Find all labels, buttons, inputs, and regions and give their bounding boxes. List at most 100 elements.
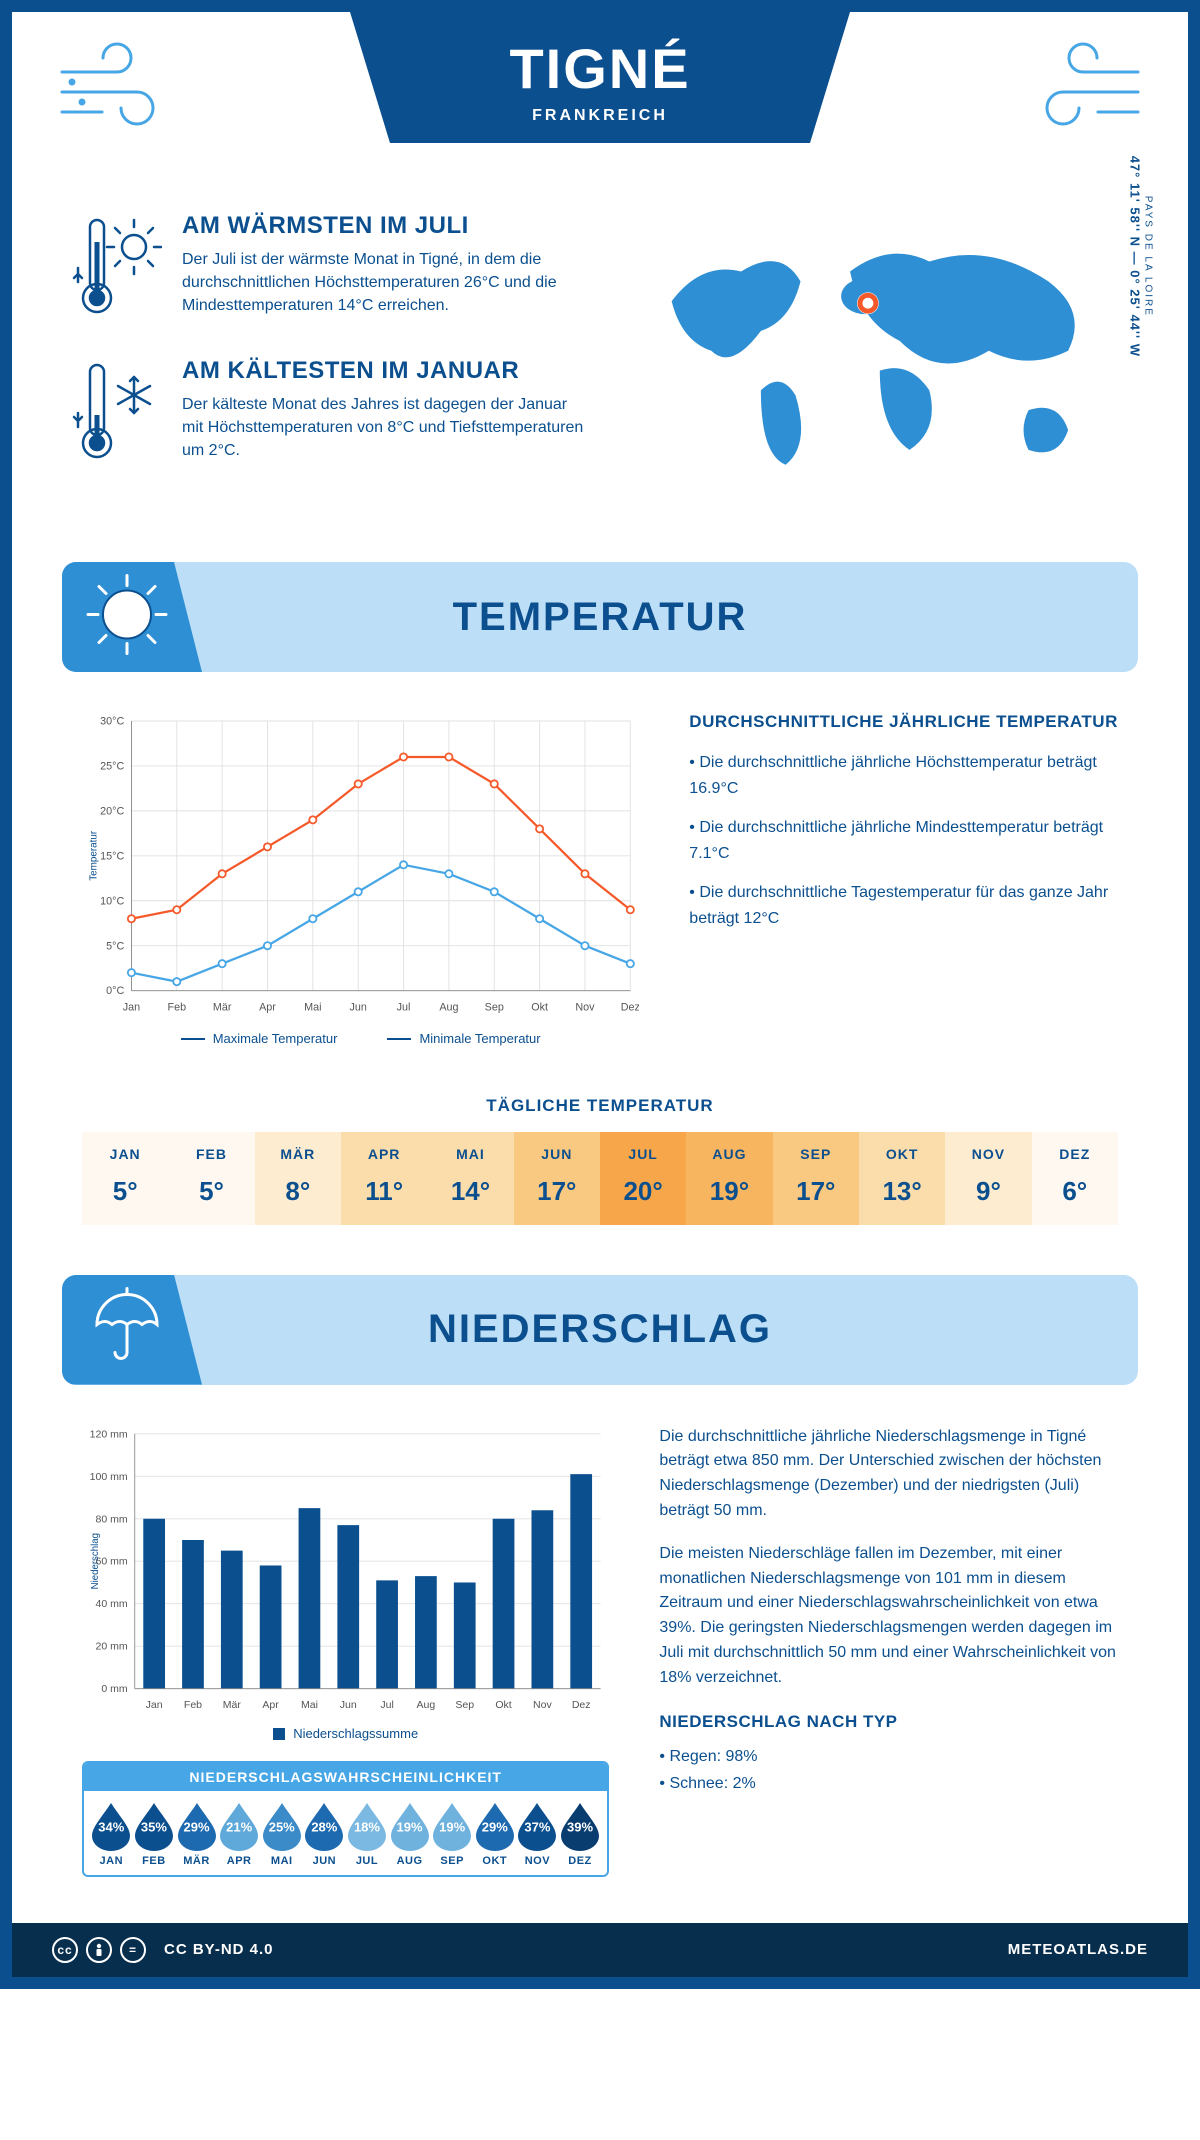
svg-text:Jan: Jan: [146, 1699, 163, 1711]
daily-temp-cell: NOV9°: [945, 1132, 1031, 1225]
temp-legend: Maximale Temperatur Minimale Temperatur: [82, 1031, 639, 1046]
svg-text:15°C: 15°C: [100, 850, 124, 862]
license-badge: cc = CC BY-ND 4.0: [52, 1937, 274, 1963]
prob-cell: 37%NOV: [516, 1801, 559, 1867]
thermometer-sun-icon: [72, 212, 162, 327]
wind-icon: [1028, 42, 1148, 142]
svg-text:Nov: Nov: [575, 1001, 595, 1013]
svg-text:Okt: Okt: [495, 1699, 511, 1711]
daily-temp-strip: JAN5°FEB5°MÄR8°APR11°MAI14°JUN17°JUL20°A…: [82, 1132, 1118, 1225]
daily-temp-cell: JUL20°: [600, 1132, 686, 1225]
svg-text:Jul: Jul: [397, 1001, 411, 1013]
cc-icon: cc: [52, 1937, 78, 1963]
daily-temp-cell: DEZ6°: [1032, 1132, 1118, 1225]
svg-text:Mai: Mai: [301, 1699, 318, 1711]
precip-probability-box: NIEDERSCHLAGSWAHRSCHEINLICHKEIT 34%JAN35…: [82, 1761, 609, 1877]
prob-cell: 19%SEP: [431, 1801, 474, 1867]
svg-text:Sep: Sep: [485, 1001, 504, 1013]
temperature-line-chart: 0°C 5°C 10°C 15°C 20°C 25°C 30°C Jan Feb Mär Apr Ma…: [82, 712, 639, 1046]
svg-text:120 mm: 120 mm: [90, 1428, 128, 1440]
svg-text:20°C: 20°C: [100, 805, 124, 817]
prob-cell: 25%MAI: [260, 1801, 303, 1867]
warmest-title: AM WÄRMSTEN IM JULI: [182, 212, 592, 240]
svg-text:Apr: Apr: [262, 1699, 279, 1711]
precipitation-heading: NIEDERSCHLAG: [428, 1307, 772, 1352]
svg-text:Jul: Jul: [380, 1699, 393, 1711]
by-icon: [86, 1937, 112, 1963]
svg-text:Dez: Dez: [572, 1699, 591, 1711]
svg-text:Jan: Jan: [123, 1001, 140, 1013]
sun-icon: [82, 570, 172, 665]
daily-temp-cell: SEP17°: [773, 1132, 859, 1225]
prob-title: NIEDERSCHLAGSWAHRSCHEINLICHKEIT: [84, 1763, 607, 1791]
svg-text:5°C: 5°C: [106, 940, 124, 952]
daily-temp-title: TÄGLICHE TEMPERATUR: [12, 1096, 1188, 1116]
prob-cell: 39%DEZ: [559, 1801, 602, 1867]
prob-cell: 28%JUN: [303, 1801, 346, 1867]
thermometer-snow-icon: [72, 357, 162, 472]
coldest-fact: AM KÄLTESTEN IM JANUAR Der kälteste Mona…: [72, 357, 592, 472]
temperature-section-header: TEMPERATUR: [62, 562, 1138, 672]
svg-text:Jun: Jun: [340, 1699, 357, 1711]
precipitation-summary: Die durchschnittliche jährliche Niedersc…: [659, 1425, 1118, 1877]
svg-text:Apr: Apr: [259, 1001, 276, 1013]
temperature-heading: TEMPERATUR: [453, 595, 748, 640]
intro-section: AM WÄRMSTEN IM JULI Der Juli ist der wär…: [12, 212, 1188, 542]
svg-text:40 mm: 40 mm: [96, 1598, 128, 1610]
wind-icon: [52, 42, 172, 142]
warmest-fact: AM WÄRMSTEN IM JULI Der Juli ist der wär…: [72, 212, 592, 327]
precipitation-section-header: NIEDERSCHLAG: [62, 1275, 1138, 1385]
svg-text:Temperatur: Temperatur: [88, 830, 99, 881]
svg-text:Okt: Okt: [531, 1001, 548, 1013]
umbrella-icon: [82, 1282, 172, 1377]
prob-cell: 35%FEB: [133, 1801, 176, 1867]
prob-cell: 29%OKT: [473, 1801, 516, 1867]
svg-text:Aug: Aug: [417, 1699, 436, 1711]
svg-text:10°C: 10°C: [100, 895, 124, 907]
daily-temp-cell: JUN17°: [514, 1132, 600, 1225]
svg-text:0°C: 0°C: [106, 985, 124, 997]
svg-text:Niederschlag: Niederschlag: [90, 1533, 101, 1589]
city-title: TIGNÉ: [350, 36, 850, 101]
svg-text:Aug: Aug: [439, 1001, 458, 1013]
svg-text:25°C: 25°C: [100, 761, 124, 773]
daily-temp-cell: AUG19°: [686, 1132, 772, 1225]
daily-temp-cell: OKT13°: [859, 1132, 945, 1225]
daily-temp-cell: FEB5°: [168, 1132, 254, 1225]
svg-text:Mär: Mär: [213, 1001, 232, 1013]
svg-text:Nov: Nov: [533, 1699, 552, 1711]
svg-text:Mär: Mär: [223, 1699, 242, 1711]
daily-temp-cell: APR11°: [341, 1132, 427, 1225]
prob-cell: 21%APR: [218, 1801, 261, 1867]
svg-text:Dez: Dez: [621, 1001, 640, 1013]
svg-text:Sep: Sep: [455, 1699, 474, 1711]
coldest-text: Der kälteste Monat des Jahres ist dagege…: [182, 393, 592, 463]
coordinates: PAYS DE LA LOIRE 47° 11' 58'' N — 0° 25'…: [1127, 156, 1153, 357]
svg-text:Mai: Mai: [304, 1001, 321, 1013]
prob-cell: 18%JUL: [346, 1801, 389, 1867]
precipitation-bar-chart: 0 mm20 mm40 mm60 mm80 mm100 mm120 mmJanF…: [82, 1425, 609, 1877]
footer-site: METEOATLAS.DE: [1008, 1941, 1148, 1958]
precip-legend: Niederschlagssumme: [82, 1726, 609, 1741]
warmest-text: Der Juli ist der wärmste Monat in Tigné,…: [182, 248, 592, 318]
temperature-summary: DURCHSCHNITTLICHE JÄHRLICHE TEMPERATUR •…: [689, 712, 1118, 1046]
svg-text:20 mm: 20 mm: [96, 1640, 128, 1652]
daily-temp-cell: MAI14°: [427, 1132, 513, 1225]
title-banner: TIGNÉ FRANKREICH: [350, 12, 850, 143]
svg-text:80 mm: 80 mm: [96, 1513, 128, 1525]
nd-icon: =: [120, 1937, 146, 1963]
svg-text:30°C: 30°C: [100, 716, 124, 728]
prob-cell: 19%AUG: [388, 1801, 431, 1867]
svg-text:Jun: Jun: [350, 1001, 367, 1013]
infographic-page: TIGNÉ FRANKREICH AM WÄRMSTEN IM JULI Der…: [0, 0, 1200, 1989]
svg-text:Feb: Feb: [168, 1001, 187, 1013]
prob-cell: 29%MÄR: [175, 1801, 218, 1867]
prob-cell: 34%JAN: [90, 1801, 133, 1867]
svg-text:Feb: Feb: [184, 1699, 202, 1711]
daily-temp-cell: JAN5°: [82, 1132, 168, 1225]
footer: cc = CC BY-ND 4.0 METEOATLAS.DE: [12, 1923, 1188, 1977]
svg-text:0 mm: 0 mm: [101, 1683, 128, 1695]
daily-temp-cell: MÄR8°: [255, 1132, 341, 1225]
header: TIGNÉ FRANKREICH: [12, 12, 1188, 212]
coldest-title: AM KÄLTESTEN IM JANUAR: [182, 357, 592, 385]
